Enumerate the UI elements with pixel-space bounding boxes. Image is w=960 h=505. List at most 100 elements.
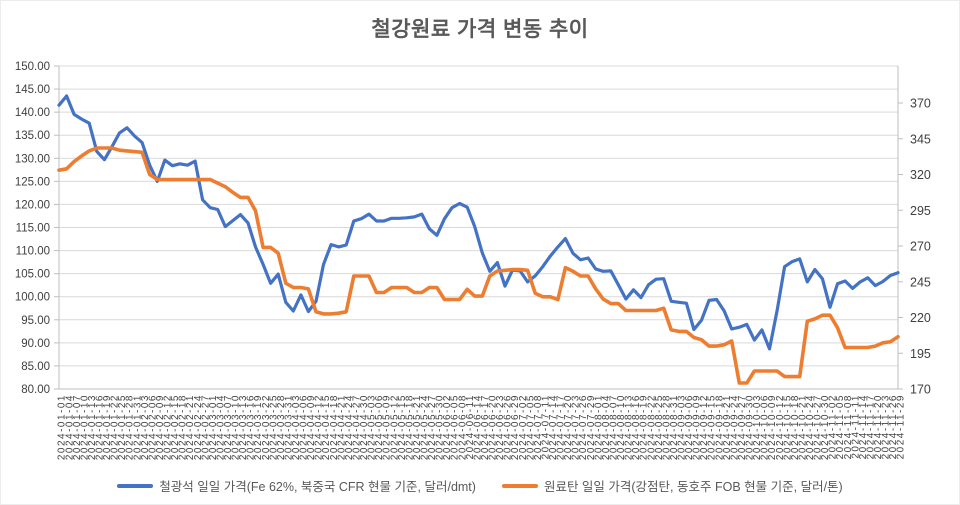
x-axis-date-label: 2024-03-16 [246,394,257,460]
x-axis-date-label: 2024-11-26 [888,394,899,459]
x-axis-date-label: 2024-03-04 [215,394,226,460]
x-axis-date-label: 2024-10-30 [820,394,831,460]
x-axis-date-label: 2024-04-18 [329,394,340,460]
x-axis-date-label: 2024-04-09 [306,394,317,460]
right-axis-tick-label: 270 [910,240,931,254]
x-axis-date-label: 2024-10-03 [752,394,763,460]
x-axis-date-label: 2024-11-05 [835,394,846,459]
x-axis-date-label: 2024-09-21 [722,394,733,460]
x-axis-date-label: 2024-03-22 [261,394,272,460]
left-axis-tick-label: 85.00 [21,361,50,373]
x-axis-date-label: 2024-10-09 [767,394,778,460]
x-axis-date-label: 2024-11-23 [881,394,892,459]
x-axis-date-label: 2024-06-17 [480,394,491,460]
x-axis-date-label: 2024-04-21 [336,394,347,460]
left-axis-tick-label: 135.00 [15,130,50,142]
x-axis-date-label: 2024-07-11 [540,394,551,459]
x-axis-date-label: 2024-05-12 [389,394,400,460]
x-axis-date-label: 2024-05-03 [367,394,378,460]
x-axis-date-label: 2024-10-18 [790,394,801,460]
x-axis-date-label: 2024-01-04 [64,394,75,460]
left-axis-tick-label: 100.00 [15,292,50,304]
x-axis-date-label: 2024-02-18 [178,394,189,460]
x-axis-date-label: 2024-02-27 [200,394,211,460]
x-axis-date-label: 2024-09-03 [677,394,688,460]
x-axis-date-label: 2024-05-27 [427,394,438,460]
left-axis-tick-label: 115.00 [16,223,50,235]
x-axis-date-label: 2024-05-15 [397,394,408,460]
x-axis-date-label: 2024-02-15 [170,394,181,460]
left-axis-tick-label: 125.00 [15,176,50,188]
left-axis-tick-label: 140.00 [15,107,50,119]
x-axis-date-label: 2024-09-15 [707,394,718,460]
iron-ore-legend-swatch [117,483,154,488]
coking-coal-legend-swatch [501,483,538,488]
x-axis-date-label: 2024-03-01 [208,394,219,460]
x-axis-date-label: 2024-08-22 [646,394,657,460]
x-axis-date-label: 2024-11-20 [873,394,884,459]
x-axis-date-label: 2024-07-17 [556,394,567,460]
x-axis-date-label: 2024-08-16 [631,394,642,460]
right-axis-tick-label: 320 [910,168,931,182]
x-axis-date-label: 2024-08-31 [669,394,680,460]
x-axis-date-label: 2024-05-06 [374,394,385,460]
iron-ore-price-line [57,94,900,351]
x-axis-date-label: 2024-06-08 [457,394,468,460]
x-axis-date-label: 2024-01-19 [102,394,113,460]
x-axis-date-label: 2024-04-12 [314,394,325,460]
x-axis-date-label: 2024-07-20 [563,394,574,460]
x-axis-date-label: 2024-08-25 [654,394,665,460]
left-axis-tick-label: 120.00 [15,199,50,211]
x-axis-date-label: 2024-06-05 [450,394,461,460]
x-axis-date-label: 2024-02-12 [163,394,174,460]
x-axis-date-label: 2024-08-01 [593,394,604,460]
x-axis-date-label: 2024-07-08 [533,394,544,460]
x-axis-date-label: 2024-08-13 [624,394,635,460]
left-axis-tick-label: 145.00 [15,84,50,96]
x-axis-date-label: 2024-10-06 [760,394,771,460]
x-axis-date-label: 2024-11-08 [843,394,854,459]
x-axis-date-label: 2024-02-06 [147,394,158,460]
iron-ore-legend-label: 철광석 일일 가격(Fe 62%, 북중국 CFR 현물 기준, 달러/dmt) [159,480,476,494]
x-axis-date-label: 2024-09-12 [699,394,710,460]
x-axis-date-label: 2024-08-28 [661,394,672,460]
x-axis-date-label: 2024-06-11 [465,394,476,459]
x-axis-date-label: 2024-06-02 [442,394,453,460]
left-axis-tick-label: 80.00 [21,384,50,396]
x-axis-date-label: 2024-01-16 [94,394,105,460]
left-axis-tick-label: 95.00 [21,315,50,327]
left-axis-tick-label: 110.00 [16,246,50,258]
x-axis-date-label: 2024-03-19 [253,394,264,460]
x-axis-date-label: 2024-07-29 [586,394,597,460]
x-axis-date-label: 2024-02-24 [193,394,204,460]
x-axis-date-label: 2024-04-03 [291,394,302,460]
right-axis-tick-label: 345 [910,132,931,146]
left-axis-tick-label: 150.00 [15,61,50,73]
chart-legend: 철광석 일일 가격(Fe 62%, 북중국 CFR 현물 기준, 달러/dmt)… [1,476,959,495]
x-axis-date-label: 2024-10-27 [813,394,824,460]
x-axis-date-label: 2024-07-14 [548,394,559,460]
left-axis-tick-label: 130.00 [15,153,50,165]
x-axis-date-label: 2024-10-21 [797,394,808,460]
right-axis-tick-label: 245 [910,275,931,289]
x-axis-date-label: 2024-09-18 [714,394,725,460]
x-axis-date-label: 2024-05-18 [404,394,415,460]
x-axis-date-label: 2024-09-30 [745,394,756,460]
x-axis-date-label: 2024-11-02 [828,394,839,459]
x-axis-date-label: 2024-04-24 [344,394,355,460]
x-axis-date-label: 2024-09-06 [684,394,695,460]
x-axis-date-label: 2024-05-24 [420,394,431,460]
x-axis-date-label: 2024-10-12 [775,394,786,460]
x-axis-date-label: 2024-08-10 [616,394,627,460]
x-axis-date-label: 2024-04-27 [351,394,362,460]
axis-lines [54,65,903,390]
x-axis-date-label: 2024-06-20 [488,394,499,460]
x-axis-date-label: 2024-01-01 [57,394,68,460]
x-axis-date-label: 2024-11-14 [858,394,869,459]
right-axis-tick-label: 370 [910,97,931,111]
x-axis-date-label: 2024-06-23 [495,394,506,460]
x-axis-date-label: 2024-07-26 [578,394,589,460]
x-axis-date-label: 2024-09-24 [729,394,740,460]
